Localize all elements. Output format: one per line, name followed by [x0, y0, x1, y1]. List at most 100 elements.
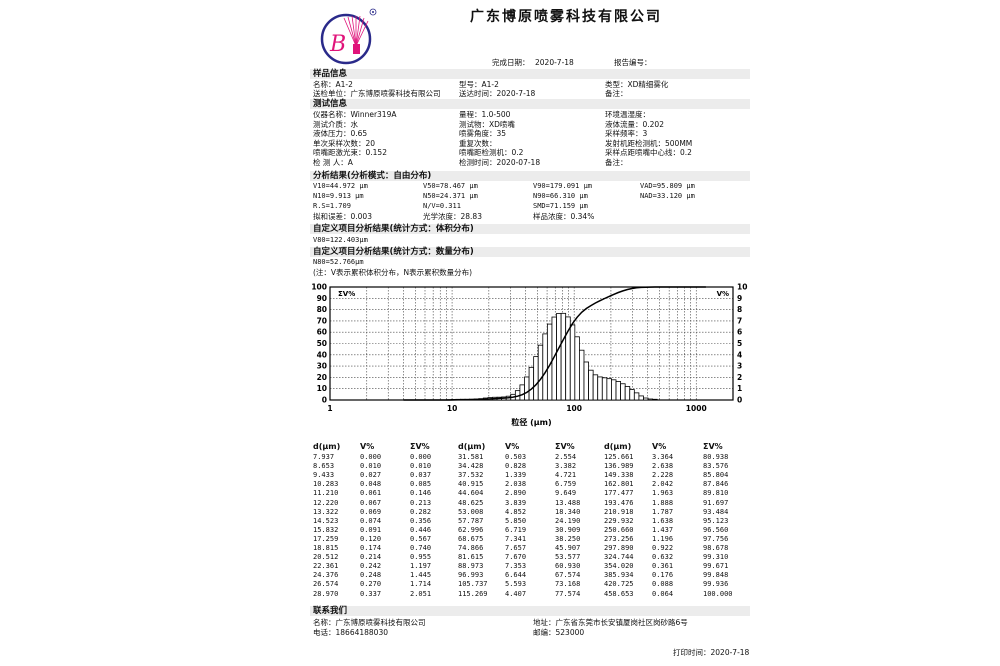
table-cell: 0.337 — [360, 589, 382, 598]
table-header: V% — [360, 442, 375, 451]
table-cell: 0.242 — [360, 562, 382, 571]
table-header: ΣV% — [410, 442, 430, 451]
histogram-bar — [533, 356, 539, 401]
table-cell: 0.503 — [505, 453, 527, 461]
table-cell: 354.020 — [604, 562, 634, 571]
test-info-field: 仪器名称：Winner319A — [313, 110, 397, 119]
histogram-bar — [542, 333, 548, 401]
table-cell: 5.850 — [505, 516, 527, 525]
table-cell: 99.848 — [703, 571, 729, 580]
section-custom-volume: 自定义项目分析结果(统计方式：体积分布) — [310, 224, 750, 234]
right-tick-label: 9 — [737, 294, 742, 303]
table-cell: 0.270 — [360, 580, 382, 589]
analysis-value: NAD=33.120 μm — [640, 192, 695, 200]
analysis-value: 样品浓度：0.34% — [533, 212, 595, 221]
completion-date: 2020-7-18 — [535, 58, 574, 67]
company-title: 广东博原喷雾科技有限公司 — [470, 9, 662, 25]
table-cell: 14.523 — [313, 516, 339, 525]
histogram-bar — [643, 397, 649, 401]
right-tick-label: 4 — [737, 350, 742, 359]
test-info-field: 喷雾角度：35 — [459, 129, 507, 139]
table-cell: 26.574 — [313, 580, 339, 589]
contact-phone: 电话：18664188030 — [313, 628, 388, 637]
table-cell: 80.938 — [703, 453, 729, 461]
table-cell: 149.338 — [604, 471, 634, 480]
table-cell: 0.000 — [360, 453, 382, 461]
histogram-bar — [652, 398, 658, 401]
table-cell: 0.048 — [360, 480, 382, 489]
table-cell: 1.196 — [652, 534, 674, 543]
table-cell: 7.670 — [505, 553, 527, 562]
x-tick-label: 10 — [447, 404, 457, 413]
test-info-field: 采样点距喷嘴中心线：0.2 — [605, 148, 692, 158]
right-tick-label: 1 — [737, 384, 742, 393]
table-cell: 1.888 — [652, 498, 674, 507]
table-cell: 97.756 — [703, 534, 729, 543]
table-cell: 62.996 — [458, 525, 484, 534]
table-cell: 0.069 — [360, 507, 382, 516]
table-cell: 2.038 — [505, 480, 527, 489]
table-cell: 9.649 — [555, 489, 577, 498]
table-cell: 6.759 — [555, 480, 577, 489]
left-tick-label: 10 — [317, 384, 327, 393]
table-cell: 1.714 — [410, 580, 432, 589]
table-cell: 177.477 — [604, 489, 634, 498]
table-cell: 1.638 — [652, 516, 674, 525]
report-number-label: 报告编号： — [614, 58, 652, 67]
table-cell: 0.213 — [410, 498, 432, 507]
analysis-value: N10=9.913 μm — [313, 192, 364, 200]
table-cell: 2.042 — [652, 480, 674, 489]
left-tick-label: 30 — [317, 362, 327, 371]
section-custom-number: 自定义项目分析结果(统计方式：数量分布) — [310, 247, 750, 257]
histogram-bar — [519, 384, 525, 401]
table-cell: 0.632 — [652, 553, 674, 562]
test-info-field: 重复次数： — [459, 138, 497, 148]
table-cell: 0.174 — [360, 544, 382, 552]
right-tick-label: 2 — [737, 373, 742, 382]
x-axis-label: 粒径 (μm) — [511, 417, 551, 427]
table-cell: 24.190 — [555, 516, 581, 525]
table-cell: 1.339 — [505, 471, 527, 480]
x-tick-label: 1000 — [686, 404, 707, 413]
analysis-value: 拟和误差：0.003 — [313, 212, 372, 221]
table-cell: 99.671 — [703, 562, 729, 571]
histogram-bar — [638, 395, 644, 401]
histogram-bar — [597, 376, 603, 401]
test-info-field: 采样频率：3 — [605, 129, 648, 139]
table-cell: 115.269 — [458, 589, 488, 598]
sample-info-field: 名称：A1-2 — [313, 80, 353, 89]
histogram-bar — [633, 392, 640, 401]
table-cell: 0.922 — [652, 544, 674, 552]
section-analysis: 分析结果(分析模式：自由分布) — [310, 171, 750, 181]
table-cell: 99.936 — [703, 580, 729, 589]
table-cell: 4.852 — [505, 507, 527, 516]
table-cell: 18.340 — [555, 507, 581, 516]
left-tick-label: 0 — [322, 396, 327, 405]
table-cell: 0.356 — [410, 516, 432, 525]
table-cell: 53.008 — [458, 507, 484, 516]
table-cell: 0.037 — [410, 471, 432, 480]
right-tick-label: 6 — [737, 328, 742, 337]
table-cell: 0.567 — [410, 534, 432, 543]
test-info-field: 检 测 人：A — [313, 158, 353, 167]
table-cell: 30.909 — [555, 525, 581, 534]
table-cell: 83.576 — [703, 462, 729, 471]
table-cell: 7.341 — [505, 534, 527, 543]
table-cell: 2.554 — [555, 453, 577, 461]
histogram-bar — [579, 349, 585, 401]
left-tick-label: 50 — [317, 339, 327, 348]
left-tick-label: 20 — [317, 373, 327, 382]
table-cell: 162.801 — [604, 480, 634, 489]
table-cell: 105.737 — [458, 580, 488, 589]
table-cell: 5.593 — [505, 580, 527, 589]
table-cell: 34.428 — [458, 462, 484, 471]
histogram-bar — [556, 313, 562, 401]
table-cell: 0.061 — [360, 489, 382, 498]
analysis-value: R.S=1.709 — [313, 202, 351, 210]
right-tick-label: 10 — [737, 283, 747, 292]
table-cell: 0.085 — [410, 480, 432, 489]
histogram-bar — [624, 386, 631, 401]
table-cell: 1.445 — [410, 571, 432, 580]
table-cell: 85.804 — [703, 471, 729, 480]
